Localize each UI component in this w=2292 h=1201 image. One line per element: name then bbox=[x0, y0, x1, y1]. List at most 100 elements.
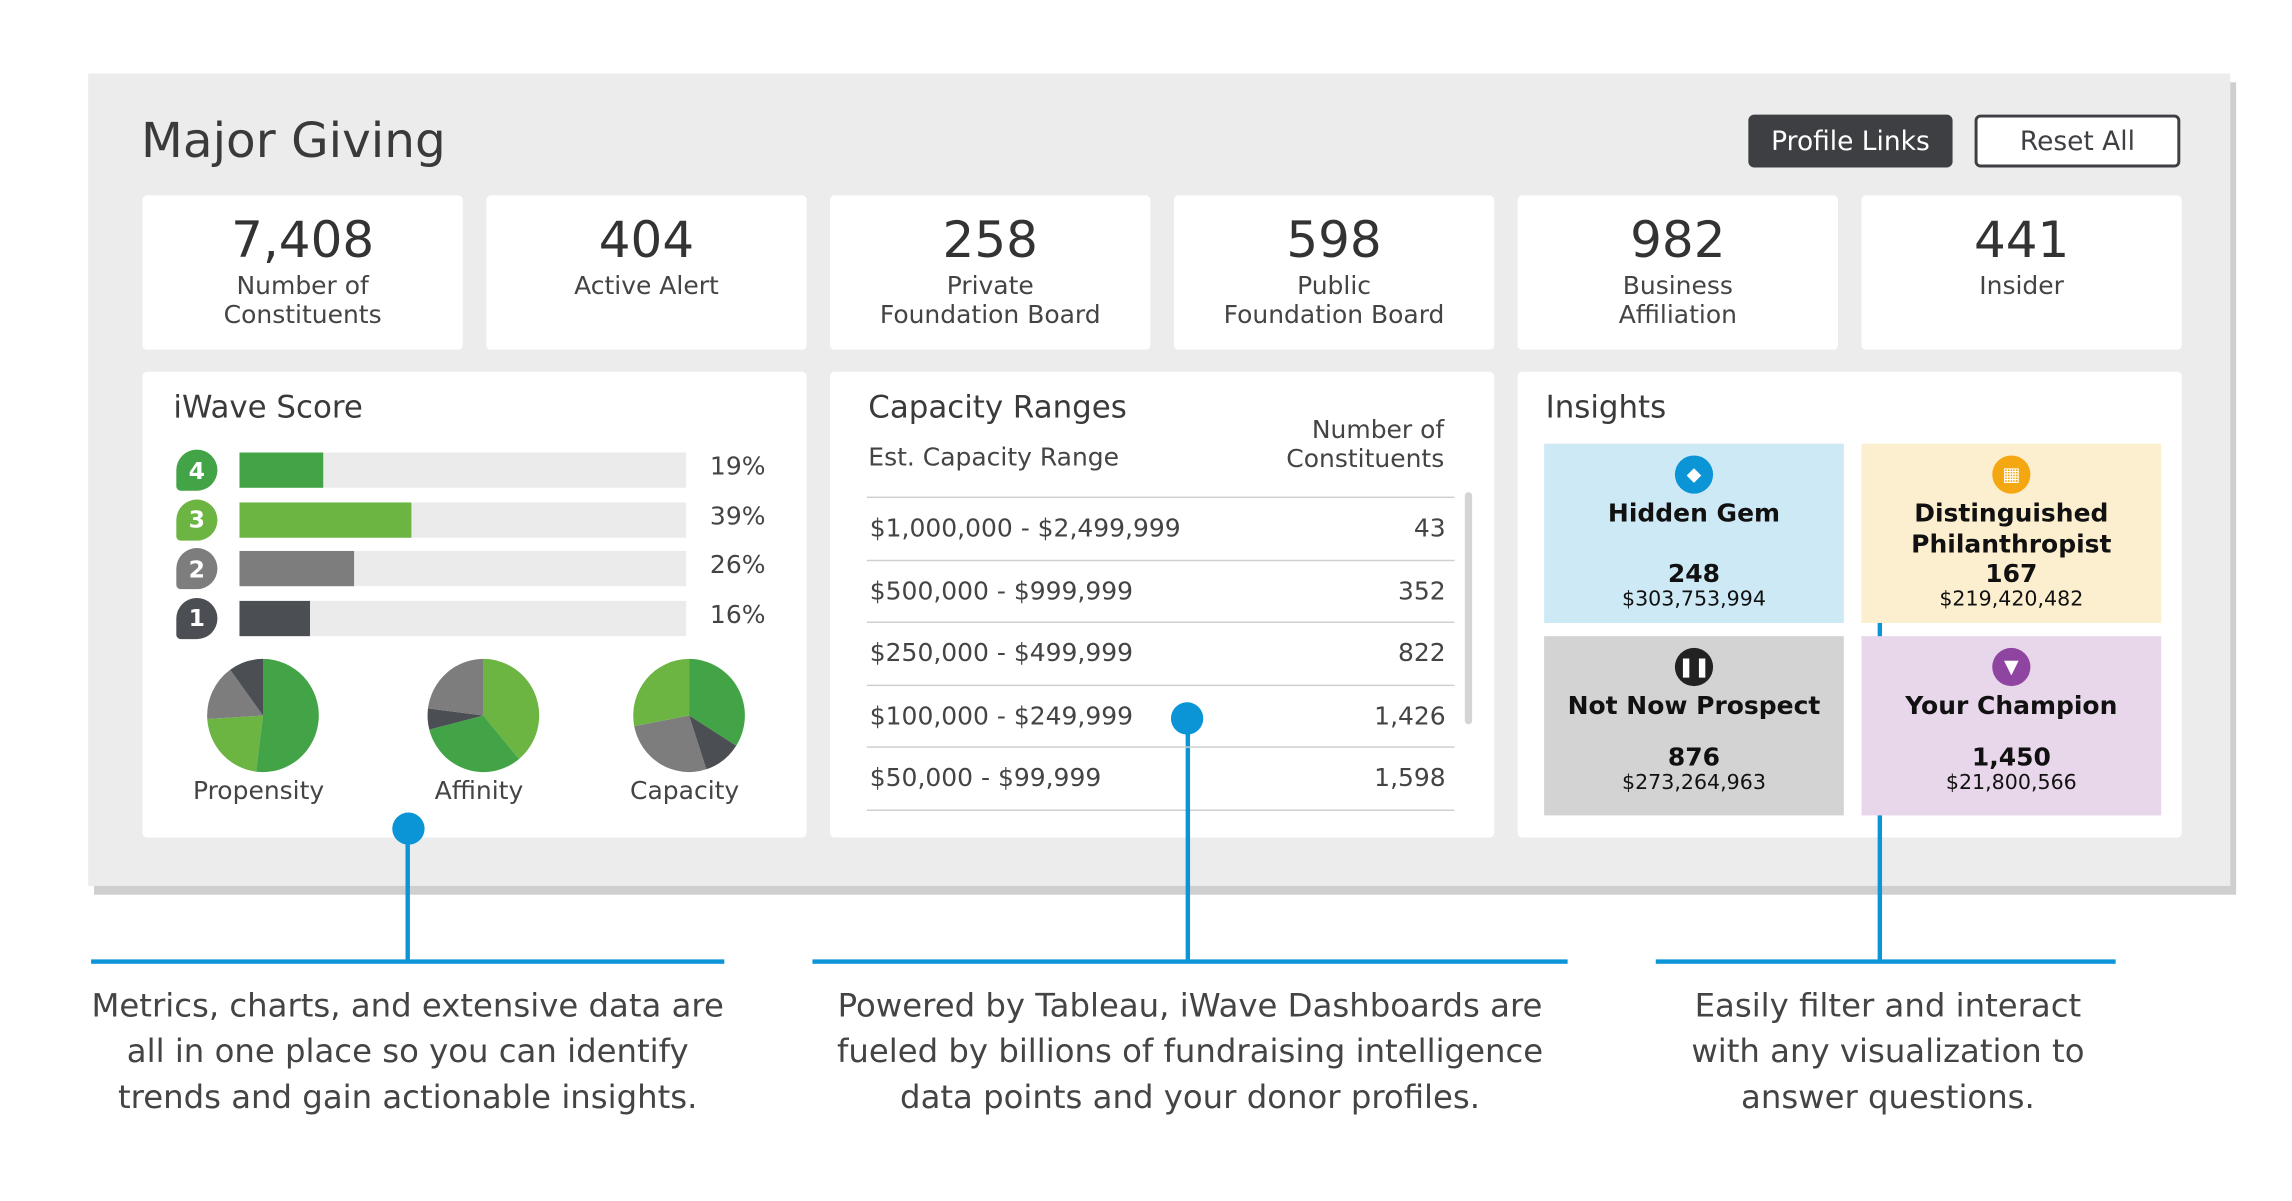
column-header-count: Number of Constituents bbox=[1286, 415, 1445, 475]
constituent-count: 43 bbox=[1413, 514, 1446, 544]
callout-dot bbox=[1170, 702, 1204, 735]
pie-slice-affinity-2[interactable] bbox=[427, 708, 484, 730]
pause-icon: ❚❚ bbox=[1674, 647, 1714, 687]
capacity-ranges-title: Capacity Ranges bbox=[868, 389, 1127, 425]
callout-rule bbox=[91, 959, 725, 964]
table-row[interactable]: $50,000 - $99,999 1,598 bbox=[866, 746, 1455, 810]
insights-title: Insights bbox=[1545, 389, 1667, 425]
score-bar-fill bbox=[239, 452, 324, 488]
stat-value: 982 bbox=[1630, 211, 1726, 271]
table-row[interactable]: $250,000 - $499,999 822 bbox=[866, 621, 1455, 685]
pie-label-capacity: Capacity bbox=[630, 777, 740, 807]
callout-rule bbox=[812, 959, 1568, 964]
insight-name: Distinguished Philanthropist bbox=[1911, 499, 2112, 560]
pie-slice-affinity-1[interactable] bbox=[429, 715, 519, 773]
score-bar-fill bbox=[239, 501, 412, 537]
score-bar-fill bbox=[239, 550, 354, 587]
score-percent: 16% bbox=[709, 600, 766, 630]
score-badge-2[interactable]: 2 bbox=[176, 548, 218, 590]
table-scrollbar[interactable] bbox=[1464, 492, 1473, 725]
insight-name: Not Now Prospect bbox=[1567, 691, 1821, 722]
callout-text-metrics: Metrics, charts, and extensive data are … bbox=[91, 988, 724, 1117]
stat-card-private-foundation[interactable]: 258 Private Foundation Board bbox=[830, 195, 1151, 350]
pie-slice-propensity-0[interactable] bbox=[255, 658, 319, 773]
table-row[interactable]: $100,000 - $249,999 1,426 bbox=[866, 684, 1455, 747]
insight-amount: $303,753,994 bbox=[1621, 587, 1766, 612]
diamond-icon: ◆ bbox=[1674, 455, 1714, 494]
score-badge-3[interactable]: 3 bbox=[176, 498, 218, 540]
score-badge-1[interactable]: 1 bbox=[176, 597, 218, 639]
profile-links-button[interactable]: Profile Links bbox=[1748, 114, 1953, 168]
stat-label: Insider bbox=[1979, 271, 2064, 302]
capacity-range: $100,000 - $249,999 bbox=[869, 701, 1134, 732]
callout-rule bbox=[1655, 959, 2116, 964]
score-bar-track[interactable] bbox=[239, 600, 687, 636]
insight-count: 167 bbox=[1985, 559, 2038, 590]
score-percent: 26% bbox=[709, 550, 766, 581]
callout-connector bbox=[405, 828, 410, 961]
score-bar-fill bbox=[239, 600, 310, 636]
insight-tile-not-now-prospect[interactable]: ❚❚ Not Now Prospect 876 $273,264,963 bbox=[1544, 636, 1844, 816]
pie-slice-propensity-2[interactable] bbox=[207, 669, 263, 720]
page-title: Major Giving bbox=[141, 111, 446, 169]
pie-slice-affinity-0[interactable] bbox=[483, 658, 540, 760]
pie-slice-propensity-3[interactable] bbox=[230, 658, 263, 716]
stat-card-business-affiliation[interactable]: 982 Business Affiliation bbox=[1517, 195, 1838, 350]
capacity-range: $1,000,000 - $2,499,999 bbox=[869, 514, 1181, 544]
pie-label-affinity: Affinity bbox=[434, 777, 524, 807]
insight-tile-hidden-gem[interactable]: ◆ Hidden Gem 248 $303,753,994 bbox=[1544, 443, 1844, 623]
trophy-icon: ▼ bbox=[1992, 647, 2031, 687]
stat-value: 404 bbox=[598, 211, 695, 271]
callout-text-filter: Easily filter and interact with any visu… bbox=[1691, 988, 2085, 1117]
pie-slice-capacity-0[interactable] bbox=[689, 658, 745, 746]
column-header-range: Est. Capacity Range bbox=[868, 443, 1120, 474]
capacity-range: $50,000 - $99,999 bbox=[869, 764, 1102, 794]
stat-label: Public Foundation Board bbox=[1223, 271, 1445, 331]
insight-count: 248 bbox=[1667, 559, 1721, 590]
iwave-score-title: iWave Score bbox=[173, 389, 363, 425]
insight-name: Your Champion bbox=[1905, 691, 2118, 722]
insight-tile-your-champion[interactable]: ▼ Your Champion 1,450 $21,800,566 bbox=[1861, 636, 2162, 816]
stat-label: Private Foundation Board bbox=[879, 271, 1101, 331]
score-percent: 39% bbox=[709, 501, 766, 532]
callout-connector bbox=[1185, 718, 1191, 961]
stat-card-insider[interactable]: 441 Insider bbox=[1861, 195, 2182, 350]
stat-card-constituents[interactable]: 7,408 Number of Constituents bbox=[142, 195, 463, 350]
stat-label: Business Affiliation bbox=[1618, 271, 1737, 331]
reset-all-button[interactable]: Reset All bbox=[1974, 114, 2181, 168]
table-row[interactable]: $500,000 - $999,999 352 bbox=[866, 559, 1455, 622]
stat-card-public-foundation[interactable]: 598 Public Foundation Board bbox=[1173, 195, 1495, 350]
capacity-range: $500,000 - $999,999 bbox=[869, 576, 1134, 607]
insight-name: Hidden Gem bbox=[1607, 499, 1781, 529]
callout-text-tableau: Powered by Tableau, iWave Dashboards are… bbox=[836, 988, 1544, 1117]
table-row[interactable]: $1,000,000 - $2,499,999 43 bbox=[866, 496, 1455, 560]
pie-slice-capacity-2[interactable] bbox=[634, 715, 707, 773]
stat-value: 441 bbox=[1973, 211, 2070, 271]
stat-value: 598 bbox=[1286, 211, 1382, 271]
insight-amount: $273,264,963 bbox=[1621, 771, 1766, 795]
pie-slice-capacity-1[interactable] bbox=[689, 715, 737, 770]
pie-label-propensity: Propensity bbox=[192, 777, 325, 807]
score-badge-4[interactable]: 4 bbox=[176, 449, 218, 491]
constituent-count: 352 bbox=[1398, 576, 1446, 607]
insight-count: 1,450 bbox=[1971, 743, 2051, 773]
gift-icon: ▦ bbox=[1992, 455, 2031, 494]
capacity-range: $250,000 - $499,999 bbox=[869, 639, 1134, 669]
insight-count: 876 bbox=[1667, 743, 1721, 773]
callout-dot bbox=[392, 812, 425, 845]
pie-slice-capacity-3[interactable] bbox=[633, 658, 690, 727]
insight-tile-distinguished-philanthropist[interactable]: ▦ Distinguished Philanthropist 167 $219,420… bbox=[1861, 443, 2162, 623]
constituent-count: 822 bbox=[1398, 639, 1446, 669]
insight-amount: $219,420,482 bbox=[1939, 587, 2084, 612]
table-divider bbox=[866, 809, 1455, 811]
insight-amount: $21,800,566 bbox=[1945, 771, 2077, 795]
pie-slice-affinity-3[interactable] bbox=[427, 658, 484, 716]
constituent-count: 1,426 bbox=[1374, 701, 1446, 732]
pie-slice-propensity-1[interactable] bbox=[207, 715, 263, 772]
score-percent: 19% bbox=[709, 452, 766, 482]
stat-card-active-alert[interactable]: 404 Active Alert bbox=[486, 195, 807, 350]
constituent-count: 1,598 bbox=[1374, 764, 1446, 794]
stat-label: Number of Constituents bbox=[223, 271, 382, 331]
stat-label: Active Alert bbox=[574, 271, 719, 302]
stat-value: 7,408 bbox=[231, 211, 375, 271]
